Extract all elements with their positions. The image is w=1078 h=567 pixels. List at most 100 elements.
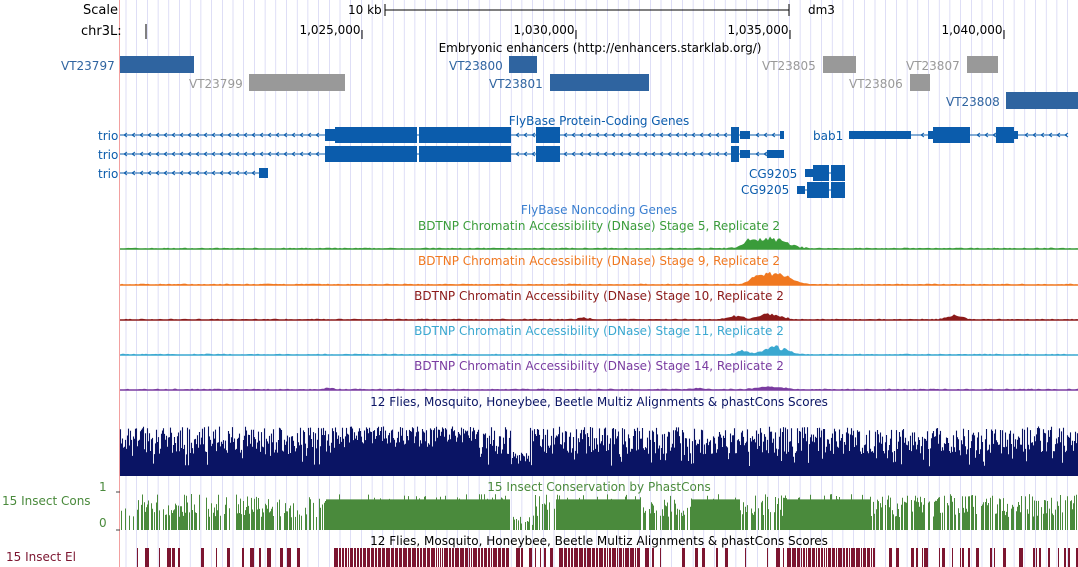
conserved-element bbox=[871, 548, 872, 567]
strand-arrow bbox=[523, 151, 528, 157]
strand-arrow bbox=[659, 151, 664, 157]
dnase-signal bbox=[120, 345, 1078, 355]
gene-label-trio[interactable]: trio bbox=[98, 129, 119, 143]
conserved-element bbox=[849, 548, 850, 567]
gene-label-trio[interactable]: trio bbox=[98, 148, 119, 162]
strand-arrow bbox=[139, 151, 144, 157]
base-position-ruler[interactable] bbox=[145, 4, 1005, 39]
conserved-element bbox=[259, 548, 261, 567]
strand-arrow bbox=[235, 132, 240, 138]
conserved-element bbox=[619, 548, 622, 567]
enhancer-VT23808[interactable] bbox=[1006, 92, 1078, 109]
ruler-tick-label: 1,030,000 bbox=[513, 23, 575, 37]
dnase-stage5-title[interactable]: BDTNP Chromatin Accessibility (DNase) St… bbox=[417, 219, 781, 233]
strand-arrow bbox=[155, 170, 160, 176]
strand-arrow bbox=[171, 170, 176, 176]
conserved-element bbox=[861, 548, 862, 567]
dnase-stage11-title[interactable]: BDTNP Chromatin Accessibility (DNase) St… bbox=[414, 324, 784, 338]
conserved-element bbox=[867, 548, 870, 567]
multiz-track-title[interactable]: 12 Flies, Mosquito, Honeybee, Beetle Mul… bbox=[370, 395, 828, 409]
gene-label-bab1[interactable]: bab1 bbox=[813, 129, 844, 143]
conserved-element bbox=[287, 548, 291, 567]
conserved-element bbox=[465, 548, 468, 567]
strand-arrow bbox=[307, 132, 312, 138]
enhancer-VT23797[interactable] bbox=[120, 56, 194, 73]
enhancer-label-VT23808[interactable]: VT23808 bbox=[946, 95, 1000, 109]
conserved-element bbox=[427, 548, 430, 567]
strand-arrow bbox=[163, 151, 168, 157]
strand-arrow bbox=[211, 170, 216, 176]
enhancer-VT23805[interactable] bbox=[823, 56, 856, 73]
conserved-element bbox=[568, 548, 570, 567]
enhancer-track-title[interactable]: Embryonic enhancers (http://enhancers.st… bbox=[438, 41, 762, 55]
gene-model-CG9205-2[interactable] bbox=[797, 182, 845, 198]
conserved-element bbox=[574, 548, 578, 567]
strand-arrow bbox=[763, 132, 768, 138]
enhancer-VT23800[interactable] bbox=[509, 56, 537, 73]
conserved-element bbox=[535, 548, 536, 567]
gene-label-trio[interactable]: trio bbox=[98, 167, 119, 181]
strand-arrow bbox=[1064, 132, 1069, 138]
strand-arrow bbox=[643, 132, 648, 138]
conserved-element bbox=[803, 548, 805, 567]
conserved-element bbox=[345, 548, 347, 567]
conserved-element bbox=[460, 548, 464, 567]
phastcons-bars bbox=[121, 494, 1077, 530]
dnase-accessibility-tracks[interactable] bbox=[120, 236, 1078, 391]
conserved-element bbox=[540, 548, 541, 567]
conserved-element bbox=[452, 548, 454, 567]
phastcons-scale-min: 0 bbox=[99, 516, 107, 530]
dnase-stage9-title[interactable]: BDTNP Chromatin Accessibility (DNase) St… bbox=[417, 254, 781, 268]
strand-arrow bbox=[523, 132, 528, 138]
protein-coding-genes-track[interactable] bbox=[120, 127, 1069, 198]
gene-model-CG9205-1[interactable] bbox=[805, 165, 845, 181]
conserved-element bbox=[350, 548, 353, 567]
enhancer-label-VT23805[interactable]: VT23805 bbox=[762, 59, 816, 73]
elements-track-title[interactable]: 12 Flies, Mosquito, Honeybee, Beetle Mul… bbox=[370, 534, 828, 548]
noncoding-track-title[interactable]: FlyBase Noncoding Genes bbox=[520, 203, 678, 217]
phastcons-conservation-track[interactable] bbox=[116, 491, 1077, 531]
enhancer-label-VT23800[interactable]: VT23800 bbox=[449, 59, 503, 73]
strand-arrow bbox=[195, 170, 200, 176]
exon bbox=[767, 150, 784, 158]
dnase-stage14-title[interactable]: BDTNP Chromatin Accessibility (DNase) St… bbox=[414, 359, 784, 373]
enhancer-track[interactable] bbox=[120, 56, 1078, 109]
enhancer-VT23807[interactable] bbox=[967, 56, 998, 73]
phastcons-track-title[interactable]: 15 Insect Conservation by PhastCons bbox=[487, 480, 711, 494]
gene-model-trio-3[interactable] bbox=[120, 168, 268, 178]
enhancer-label-VT23807[interactable]: VT23807 bbox=[906, 59, 960, 73]
exon bbox=[731, 127, 739, 143]
exon bbox=[831, 182, 845, 198]
enhancer-VT23799[interactable] bbox=[249, 74, 345, 91]
gene-model-trio-2[interactable] bbox=[120, 146, 784, 162]
gene-label-CG9205[interactable]: CG9205 bbox=[741, 183, 790, 197]
enhancer-label-VT23799[interactable]: VT23799 bbox=[189, 77, 243, 91]
elements-side-label[interactable]: 15 Insect El bbox=[6, 550, 76, 564]
multiz-conservation-track[interactable] bbox=[119, 426, 1078, 477]
dnase-stage10-title[interactable]: BDTNP Chromatin Accessibility (DNase) St… bbox=[414, 289, 784, 303]
genes-track-title[interactable]: FlyBase Protein-Coding Genes bbox=[508, 114, 690, 128]
enhancer-label-VT23806[interactable]: VT23806 bbox=[849, 77, 903, 91]
gene-model-trio-1[interactable] bbox=[120, 127, 784, 143]
enhancer-label-VT23801[interactable]: VT23801 bbox=[489, 77, 543, 91]
conserved-element bbox=[473, 548, 477, 567]
gene-model-bab1[interactable] bbox=[849, 127, 1067, 143]
ruler-tick-label: 1,025,000 bbox=[299, 23, 361, 37]
phastcons-side-label[interactable]: 15 Insect Cons bbox=[2, 494, 91, 508]
strand-arrow bbox=[771, 132, 776, 138]
conserved-element bbox=[960, 548, 961, 567]
enhancer-VT23806[interactable] bbox=[910, 74, 930, 91]
strand-arrow bbox=[291, 151, 296, 157]
enhancer-label-VT23797[interactable]: VT23797 bbox=[61, 59, 115, 73]
strand-arrow bbox=[691, 132, 696, 138]
conserved-element bbox=[787, 548, 791, 567]
strand-arrow bbox=[123, 151, 128, 157]
conserved-element bbox=[478, 548, 480, 567]
strand-arrow bbox=[315, 151, 320, 157]
gene-label-CG9205[interactable]: CG9205 bbox=[749, 167, 798, 181]
strand-arrow bbox=[699, 132, 704, 138]
conserved-elements-track[interactable] bbox=[137, 548, 1078, 567]
enhancer-VT23801[interactable] bbox=[550, 74, 649, 91]
